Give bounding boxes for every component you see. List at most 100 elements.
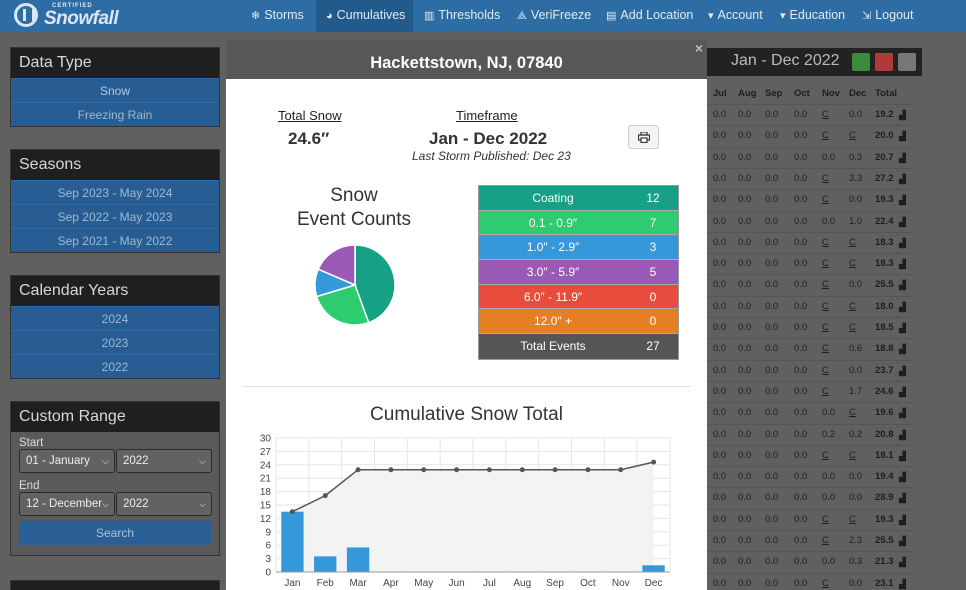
- table-header-cell[interactable]: Total: [875, 88, 897, 99]
- nav-thresholds[interactable]: ▥ Thresholds: [424, 0, 500, 32]
- chart-icon[interactable]: ▟: [899, 365, 906, 376]
- table-title: Jan - Dec 2022: [731, 52, 840, 69]
- chart-icon[interactable]: ▟: [899, 344, 906, 355]
- nav-label: Education: [789, 8, 846, 22]
- table-cell: 0.0: [794, 449, 808, 461]
- end-year-select[interactable]: 2022 ⌵: [116, 492, 212, 516]
- x-tick-label: Apr: [383, 578, 399, 589]
- print-icon[interactable]: [898, 53, 916, 71]
- pdf-export-icon[interactable]: [875, 53, 893, 71]
- bar[interactable]: [314, 556, 337, 572]
- year-item[interactable]: 2022: [11, 354, 219, 378]
- pie-slice[interactable]: [317, 244, 356, 287]
- chart-icon[interactable]: ▟: [899, 450, 906, 461]
- line-point[interactable]: [651, 459, 657, 465]
- table-cell: 0.0: [849, 279, 863, 291]
- nav-logout[interactable]: ⇲ Logout: [862, 0, 913, 32]
- chart-icon[interactable]: ▟: [899, 152, 906, 163]
- chart-icon[interactable]: ▟: [899, 472, 906, 483]
- bar[interactable]: [281, 511, 304, 572]
- panel-title: [11, 581, 219, 590]
- chart-icon[interactable]: ▟: [899, 323, 906, 333]
- chart-icon[interactable]: ▟: [899, 237, 906, 248]
- table-cell: 0.0: [738, 258, 752, 270]
- excel-export-icon[interactable]: [852, 53, 870, 71]
- table-cell: C: [822, 109, 829, 120]
- line-point[interactable]: [322, 493, 328, 499]
- table-header-cell[interactable]: Dec: [849, 88, 867, 99]
- panel-calendar-years: Calendar Years 2024 2023 2022: [10, 275, 220, 379]
- table-cell: C: [822, 322, 829, 333]
- chart-icon[interactable]: ▟: [899, 408, 906, 419]
- end-month-select[interactable]: 12 - December ⌵: [19, 492, 115, 516]
- table-cell: C: [822, 279, 829, 291]
- event-count-value: 3: [649, 240, 657, 255]
- table-header-cell[interactable]: Jul: [713, 88, 727, 99]
- line-point[interactable]: [519, 467, 525, 473]
- line-point[interactable]: [486, 467, 492, 473]
- chart-icon[interactable]: ▟: [899, 173, 906, 184]
- nav-account[interactable]: ▾ Account: [708, 0, 763, 32]
- chart-icon[interactable]: ▟: [899, 493, 906, 504]
- chart-icon[interactable]: ▟: [899, 280, 906, 291]
- chart-icon[interactable]: ▟: [899, 110, 906, 120]
- nav-add-location[interactable]: ▤ Add Location: [606, 0, 693, 32]
- line-point[interactable]: [552, 467, 558, 473]
- table-row: 0.0 0.0 0.0 0.0 C C 18.5 ▟: [707, 317, 915, 338]
- chart-icon[interactable]: ▟: [899, 259, 906, 270]
- season-item[interactable]: Sep 2022 - May 2023: [11, 204, 219, 228]
- chart-icon[interactable]: ▟: [899, 429, 906, 440]
- chevron-down-icon: ⌵: [102, 499, 109, 509]
- line-point[interactable]: [585, 467, 591, 473]
- table-cell: 0.0: [765, 535, 779, 546]
- chart-icon[interactable]: ▟: [899, 578, 906, 589]
- close-icon[interactable]: ×: [694, 40, 703, 56]
- chart-icon[interactable]: ▟: [899, 195, 906, 206]
- print-button[interactable]: [628, 125, 659, 149]
- line-point[interactable]: [421, 467, 427, 473]
- bar[interactable]: [642, 565, 665, 572]
- data-type-freezing-rain[interactable]: Freezing Rain: [11, 102, 219, 126]
- table-header-cell[interactable]: Oct: [794, 88, 810, 99]
- table-cell: 0.0: [794, 407, 808, 419]
- start-year-select[interactable]: 2022 ⌵: [116, 449, 212, 473]
- data-type-snow[interactable]: Snow: [11, 78, 219, 102]
- line-point[interactable]: [355, 467, 361, 473]
- start-month-select[interactable]: 01 - January ⌵: [19, 449, 115, 473]
- table-header-cell[interactable]: Sep: [765, 88, 783, 99]
- table-cell: 0.0: [738, 236, 752, 248]
- event-count-label: 12.0″ +: [534, 314, 572, 329]
- pie-slice[interactable]: [315, 284, 370, 326]
- chart-icon[interactable]: ▟: [899, 131, 906, 142]
- chart-icon[interactable]: ▟: [899, 514, 906, 525]
- chart-icon[interactable]: ▟: [899, 216, 906, 227]
- pie-slice[interactable]: [354, 244, 396, 324]
- event-count-label: 0.1 - 0.9″: [528, 215, 578, 230]
- season-item[interactable]: Sep 2023 - May 2024: [11, 180, 219, 204]
- nav-verifreeze[interactable]: ⟁ VeriFreeze: [517, 0, 591, 32]
- table-cell: C: [849, 449, 856, 461]
- table-header-cell[interactable]: Aug: [738, 88, 757, 99]
- line-point[interactable]: [388, 467, 394, 473]
- chart-icon[interactable]: ▟: [899, 557, 906, 568]
- search-button[interactable]: Search: [19, 521, 211, 545]
- chart-icon[interactable]: ▟: [899, 301, 906, 312]
- brand-logo[interactable]: CERTIFIED Snowfall Totals: [14, 2, 174, 51]
- season-item[interactable]: Sep 2021 - May 2022: [11, 228, 219, 252]
- chart-icon[interactable]: ▟: [899, 536, 906, 546]
- nav-education[interactable]: ▾ Education: [780, 0, 845, 32]
- cart-icon: ▤: [606, 10, 617, 22]
- chart-icon[interactable]: ▟: [899, 386, 906, 397]
- nav-cumulatives[interactable]: ◕ Cumulatives: [316, 0, 413, 32]
- table-header-cell[interactable]: Nov: [822, 88, 840, 99]
- line-point[interactable]: [289, 509, 295, 515]
- table-cell: 0.0: [794, 535, 808, 546]
- nav-storms[interactable]: ❄ Storms: [251, 0, 304, 32]
- caret-down-icon: ▾: [780, 10, 786, 22]
- table-cell: 0.3: [849, 556, 863, 568]
- bar[interactable]: [346, 547, 370, 572]
- line-point[interactable]: [618, 467, 624, 473]
- year-item[interactable]: 2024: [11, 306, 219, 330]
- line-point[interactable]: [454, 467, 460, 473]
- year-item[interactable]: 2023: [11, 330, 219, 354]
